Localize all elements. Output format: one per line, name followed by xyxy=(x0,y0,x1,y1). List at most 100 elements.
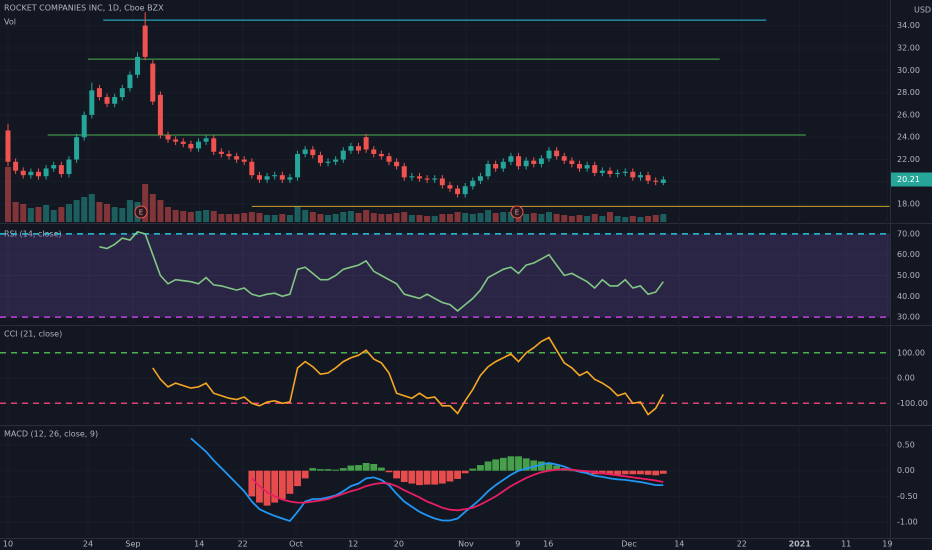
y-tick-label: -0.50 xyxy=(897,492,918,501)
histogram-bar xyxy=(431,470,439,485)
x-tick-label: 22 xyxy=(737,540,747,549)
histogram-bar xyxy=(629,470,637,475)
earnings-marker xyxy=(134,205,148,219)
histogram-bar xyxy=(614,470,621,475)
candle-body xyxy=(531,160,537,164)
candle-body xyxy=(409,176,415,178)
candle-body xyxy=(546,150,552,159)
y-tick-label: 50.00 xyxy=(897,271,920,280)
histogram-bar xyxy=(263,470,271,506)
candle-body xyxy=(660,179,666,183)
volume-bar xyxy=(561,215,568,222)
volume-bar xyxy=(58,207,65,222)
candle-body xyxy=(401,166,407,178)
candle-body xyxy=(447,185,453,189)
candle-body xyxy=(112,97,118,104)
histogram-bar xyxy=(454,470,461,479)
candle-body xyxy=(295,153,301,178)
candle-body xyxy=(287,177,293,180)
volume-bar xyxy=(225,214,232,222)
candle-body xyxy=(89,90,95,115)
candle-body xyxy=(234,156,240,160)
candle-body xyxy=(363,137,369,150)
earnings-marker xyxy=(510,205,524,219)
histogram-bar xyxy=(606,470,614,475)
candle-body xyxy=(333,159,339,162)
earnings-label: E xyxy=(139,209,143,217)
histogram-bar xyxy=(637,470,644,475)
volume-bar xyxy=(279,214,286,222)
volume-bar xyxy=(660,214,667,222)
y-tick-label: 0.50 xyxy=(897,441,915,450)
y-tick-label: 70.00 xyxy=(897,229,920,238)
histogram-bar xyxy=(301,470,309,479)
volume-bar xyxy=(180,211,187,222)
y-tick-label: -100.00 xyxy=(897,399,928,408)
histogram-bar xyxy=(385,470,393,473)
y-tick-label: 28.00 xyxy=(897,88,920,97)
candle-body xyxy=(485,163,491,177)
x-tick-label: 10 xyxy=(3,540,13,549)
volume-bar xyxy=(142,184,149,222)
volume-bar xyxy=(210,211,217,222)
volume-bar xyxy=(629,216,636,222)
candle-body xyxy=(218,151,224,154)
candle-body xyxy=(523,160,529,167)
candle-body xyxy=(340,150,346,160)
candle-body xyxy=(317,155,323,163)
volume-bar xyxy=(446,214,453,222)
candle-body xyxy=(104,97,110,104)
candle-body xyxy=(302,149,308,154)
candle-body xyxy=(637,175,643,178)
volume-bar xyxy=(424,216,431,222)
volume-bar xyxy=(88,194,95,222)
candle-body xyxy=(356,146,362,151)
candle-body xyxy=(241,159,247,162)
candle-body xyxy=(96,88,102,98)
volume-bar xyxy=(530,213,537,222)
x-tick-label: 9 xyxy=(515,540,520,549)
last-price-box xyxy=(891,172,932,187)
y-tick-label: 0.00 xyxy=(897,374,915,383)
volume-bar xyxy=(172,210,179,222)
candle-body xyxy=(554,150,560,157)
histogram-bar xyxy=(621,470,629,475)
histogram-bar xyxy=(652,470,660,476)
currency: USD xyxy=(914,6,931,15)
histogram-bar xyxy=(370,464,378,471)
candle-body xyxy=(615,172,621,175)
candle-body xyxy=(645,175,651,181)
candle-body xyxy=(180,141,186,144)
volume-bar xyxy=(385,214,392,222)
candle-body xyxy=(203,138,209,142)
y-tick-label: 0.00 xyxy=(897,466,915,475)
volume-bar xyxy=(317,214,324,222)
candle-body xyxy=(325,161,331,163)
volume-bar xyxy=(645,216,652,222)
candle-body xyxy=(249,161,255,176)
volume-bar xyxy=(492,213,499,222)
volume-bar xyxy=(286,215,293,222)
candle-body xyxy=(13,161,19,171)
histogram-bar xyxy=(537,461,545,471)
histogram-bar xyxy=(659,470,667,474)
y-tick-label: -1.00 xyxy=(897,518,918,527)
volume-bar xyxy=(454,212,461,222)
histogram-bar xyxy=(515,456,522,471)
candle-body xyxy=(371,149,377,154)
volume-bar xyxy=(241,213,248,222)
volume-bar xyxy=(393,213,400,222)
volume-bar xyxy=(218,214,225,222)
candle-body xyxy=(310,149,316,156)
candle-body xyxy=(455,188,461,195)
candle-body xyxy=(226,153,232,157)
histogram-bar xyxy=(477,465,484,471)
candle-body xyxy=(500,161,506,169)
volume-bar xyxy=(622,217,629,222)
candle-body xyxy=(28,171,34,176)
histogram-bar xyxy=(408,470,416,484)
histogram-bar xyxy=(355,465,362,471)
y-tick-label: 60.00 xyxy=(897,250,920,259)
volume-bar xyxy=(591,214,598,222)
volume-bar xyxy=(12,202,19,222)
